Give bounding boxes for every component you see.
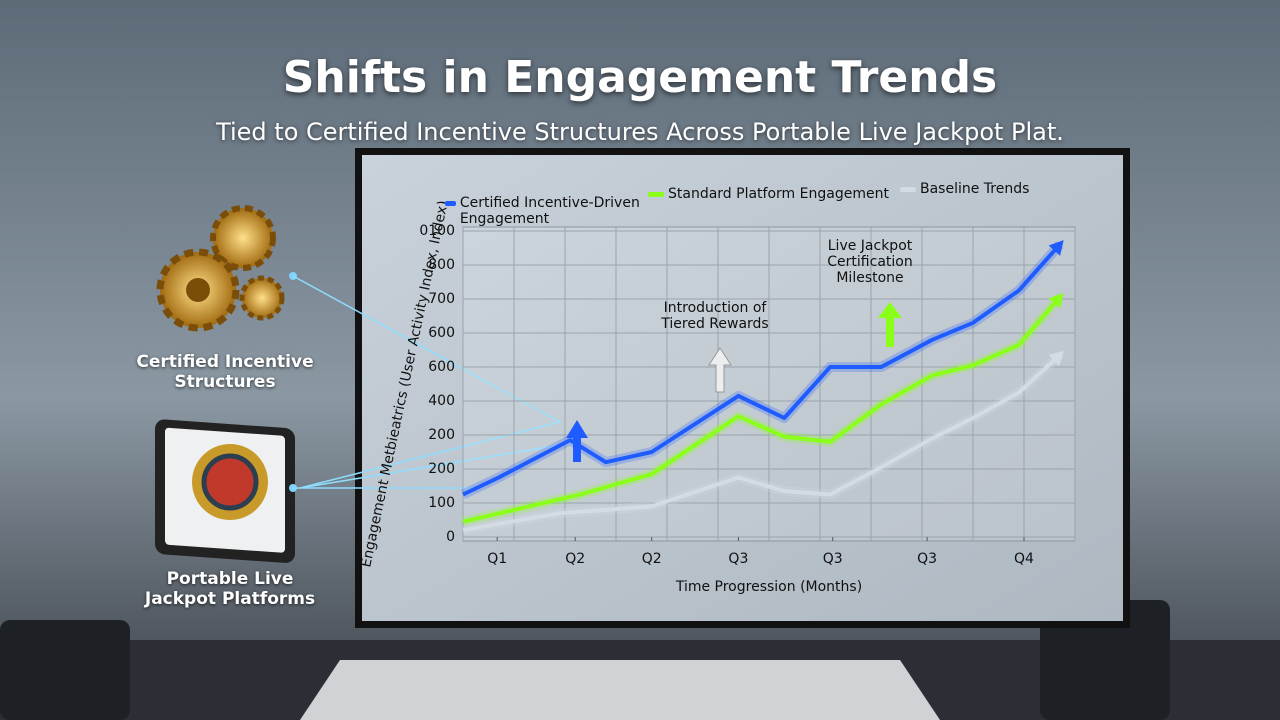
x-tick-label: Q1 [487, 551, 507, 567]
legend-label: Baseline Trends [920, 181, 1030, 197]
screen [362, 155, 1123, 621]
x-axis-label: Time Progression (Months) [675, 579, 862, 595]
y-tick-label: 200 [428, 461, 455, 477]
chair [1040, 600, 1170, 720]
y-tick-label: 200 [428, 427, 455, 443]
y-tick-label: 800 [428, 257, 455, 273]
series-line [462, 353, 1062, 533]
series-arrowhead [1048, 351, 1065, 367]
legend-label: Standard Platform Engagement [668, 186, 889, 202]
annotation: Live Jackpot Certification Milestone [827, 238, 913, 286]
y-tick-label: 0 [446, 529, 455, 545]
x-tick-label: Q2 [642, 551, 662, 567]
annotation-arrows [566, 302, 902, 462]
legend-entry: Certified Incentive-Driven Engagement [445, 195, 645, 227]
x-tick-label: Q2 [565, 551, 585, 567]
gears-icon [156, 205, 285, 332]
y-tick-label: 700 [428, 291, 455, 307]
legend-swatch [648, 192, 664, 197]
legend-swatch [445, 201, 456, 206]
legend-label: Certified Incentive-Driven Engagement [459, 195, 640, 227]
connector-line [292, 275, 563, 489]
x-tick-label: Q3 [823, 551, 843, 567]
table [300, 660, 940, 720]
series-arrowhead [1048, 240, 1064, 256]
series-arrowhead [1048, 292, 1064, 309]
y-tick-label: 600 [428, 359, 455, 375]
y-tick-label: 600 [428, 325, 455, 341]
legend-entry: Baseline Trends [900, 181, 1080, 197]
series-line [462, 295, 1062, 524]
x-tick-label: Q3 [728, 551, 748, 567]
title: Shifts in Engagement Trends [282, 52, 998, 103]
legend-swatch [900, 187, 916, 192]
side-label: Portable Live Jackpot Platforms [144, 569, 316, 609]
y-tick-label: 400 [428, 393, 455, 409]
y-tick-label: 100 [428, 495, 455, 511]
x-tick-label: Q4 [1014, 551, 1034, 567]
annotation: Introduction of Tiered Rewards [661, 300, 769, 332]
tablet-icon [155, 419, 295, 563]
subtitle: Tied to Certified Incentive Structures A… [216, 118, 1064, 146]
legend-entry: Standard Platform Engagement [648, 186, 908, 202]
side-label: Certified Incentive Structures [136, 352, 314, 392]
y-tick-label: 0100 [419, 223, 455, 239]
x-tick-label: Q3 [917, 551, 937, 567]
chair [0, 620, 130, 720]
series-line [462, 243, 1062, 497]
